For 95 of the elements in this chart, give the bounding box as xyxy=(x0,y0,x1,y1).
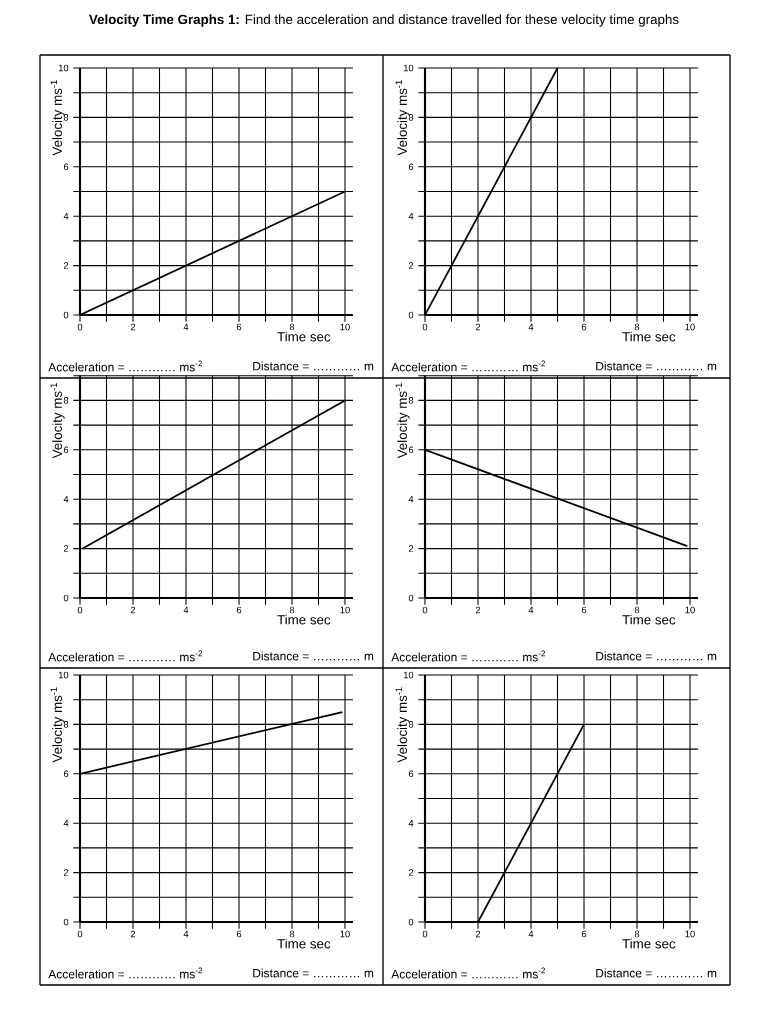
y-tick-label: 6 xyxy=(408,446,414,454)
y-tick-label: 6 xyxy=(408,163,414,171)
x-tick-label: 8 xyxy=(634,930,640,938)
x-tick-label: 2 xyxy=(130,930,136,938)
y-axis-title: Velocity ms$^{-1}$ xyxy=(395,687,410,763)
y-tick-label: 10 xyxy=(58,64,69,72)
x-axis-title: Time sec xyxy=(277,614,331,625)
x-tick-label: 10 xyxy=(685,323,695,331)
x-tick-label: 10 xyxy=(340,930,350,938)
text: Acceleration = ………… ms$^{-2}$ xyxy=(48,650,203,662)
y-tick-label: 0 xyxy=(408,311,414,319)
y-axis-title: Velocity ms$^{-1}$ xyxy=(50,383,65,459)
x-tick-label: 4 xyxy=(528,606,534,614)
x-tick-label: 8 xyxy=(289,930,295,938)
x-tick-label: 2 xyxy=(475,323,481,331)
text: Distance = ………… m xyxy=(596,651,717,661)
text: Distance = ………… m xyxy=(253,968,374,978)
x-tick-label: 2 xyxy=(475,606,481,614)
x-tick-label: 0 xyxy=(422,606,428,614)
x-tick-label: 10 xyxy=(685,606,695,614)
y-tick-label: 4 xyxy=(408,212,414,220)
y-tick-label: 6 xyxy=(63,770,69,778)
y-tick-label: 2 xyxy=(408,545,414,552)
y-tick-label: 10 xyxy=(403,64,414,72)
x-tick-label: 10 xyxy=(340,606,350,614)
y-tick-label: 4 xyxy=(63,495,69,503)
text: Distance = ………… m xyxy=(596,968,717,978)
y-axis-title: Velocity ms$^{-1}$ xyxy=(395,383,410,459)
text: Acceleration = ………… ms$^{-2}$ xyxy=(48,360,203,372)
y-axis-title: Velocity ms$^{-1}$ xyxy=(50,687,65,763)
x-axis-title: Time sec xyxy=(622,614,676,625)
y-tick-label: 8 xyxy=(408,114,414,121)
x-tick-label: 10 xyxy=(340,323,350,331)
y-tick-label: 0 xyxy=(63,594,69,602)
x-tick-label: 2 xyxy=(475,930,481,938)
x-tick-label: 4 xyxy=(528,323,534,331)
x-axis-title: Time sec xyxy=(277,331,331,342)
y-tick-label: 0 xyxy=(408,594,414,602)
x-tick-label: 4 xyxy=(183,323,189,331)
y-tick-label: 0 xyxy=(63,918,69,926)
text: Distance = ………… m xyxy=(253,651,374,661)
x-tick-label: 8 xyxy=(289,606,295,614)
x-tick-label: 8 xyxy=(634,606,640,614)
x-tick-label: 6 xyxy=(581,606,587,614)
x-tick-label: 0 xyxy=(77,323,83,331)
y-tick-label: 6 xyxy=(408,770,414,778)
y-tick-label: 4 xyxy=(408,495,414,503)
y-tick-label: 8 xyxy=(408,721,414,728)
y-tick-label: 0 xyxy=(408,918,414,926)
y-tick-label: 6 xyxy=(63,446,69,454)
x-axis-title: Time sec xyxy=(622,331,676,342)
x-tick-label: 0 xyxy=(422,323,428,331)
x-tick-label: 0 xyxy=(77,606,83,614)
x-tick-label: 6 xyxy=(581,930,587,938)
x-tick-label: 8 xyxy=(634,323,640,331)
y-tick-label: 2 xyxy=(408,262,414,269)
y-tick-label: 10 xyxy=(403,671,414,679)
y-tick-label: 4 xyxy=(63,819,69,827)
text: Acceleration = ………… ms$^{-2}$ xyxy=(391,360,546,372)
x-tick-label: 6 xyxy=(236,606,242,614)
x-tick-label: 4 xyxy=(528,930,534,938)
x-tick-label: 0 xyxy=(422,930,428,938)
y-axis-title: Velocity ms$^{-1}$ xyxy=(395,80,410,156)
y-tick-label: 0 xyxy=(63,311,69,319)
x-tick-label: 8 xyxy=(289,323,295,331)
y-tick-label: 8 xyxy=(63,114,69,121)
y-tick-label: 4 xyxy=(63,212,69,220)
x-axis-title: Time sec xyxy=(622,938,676,949)
x-tick-label: 4 xyxy=(183,606,189,614)
x-tick-label: 0 xyxy=(77,930,83,938)
x-tick-label: 6 xyxy=(236,930,242,938)
x-tick-label: 2 xyxy=(130,606,136,614)
text: Acceleration = ………… ms$^{-2}$ xyxy=(391,967,546,979)
y-tick-label: 2 xyxy=(408,869,414,876)
text: Velocity Time Graphs 1: Find the acceleration and distance travelled for these velocity time graphs xyxy=(89,14,679,27)
text: Distance = ………… m xyxy=(253,361,374,371)
y-tick-label: 2 xyxy=(63,869,69,876)
text: Acceleration = ………… ms$^{-2}$ xyxy=(391,650,546,662)
x-axis-title: Time sec xyxy=(277,938,331,949)
x-tick-label: 4 xyxy=(183,930,189,938)
y-tick-label: 6 xyxy=(63,163,69,171)
x-tick-label: 6 xyxy=(581,323,587,331)
y-tick-label: 10 xyxy=(58,671,69,679)
text: Acceleration = ………… ms$^{-2}$ xyxy=(48,967,203,979)
text: Distance = ………… m xyxy=(596,361,717,371)
y-tick-label: 2 xyxy=(63,262,69,269)
y-axis-title: Velocity ms$^{-1}$ xyxy=(50,80,65,156)
y-tick-label: 8 xyxy=(408,397,414,404)
y-tick-label: 8 xyxy=(63,721,69,728)
y-tick-label: 4 xyxy=(408,819,414,827)
x-tick-label: 6 xyxy=(236,323,242,331)
y-tick-label: 2 xyxy=(63,545,69,552)
x-tick-label: 10 xyxy=(685,930,695,938)
y-tick-label: 8 xyxy=(63,397,69,404)
x-tick-label: 2 xyxy=(130,323,136,331)
